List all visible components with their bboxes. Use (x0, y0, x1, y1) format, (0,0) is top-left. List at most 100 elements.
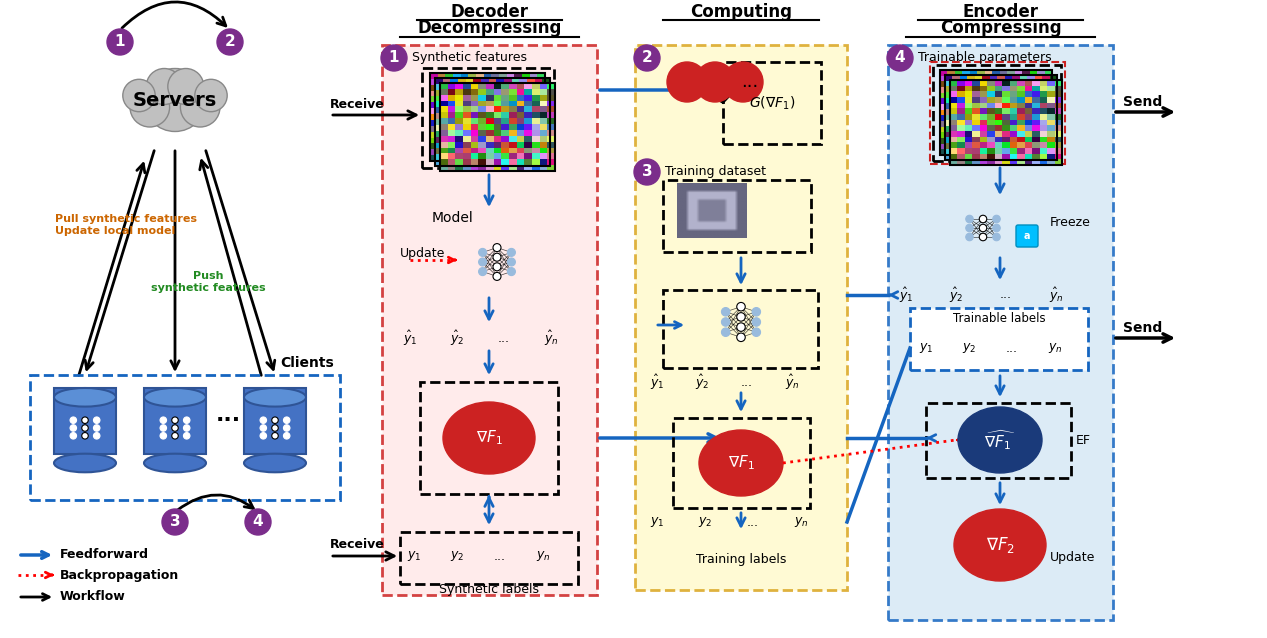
Text: Receive: Receive (329, 538, 385, 551)
Circle shape (70, 425, 76, 431)
Circle shape (993, 215, 1000, 223)
FancyBboxPatch shape (910, 308, 1088, 370)
FancyBboxPatch shape (1016, 225, 1038, 247)
Circle shape (94, 417, 100, 424)
Circle shape (70, 417, 76, 424)
Ellipse shape (443, 402, 535, 474)
FancyBboxPatch shape (888, 45, 1112, 620)
Text: Update: Update (1050, 551, 1096, 565)
Circle shape (721, 318, 730, 326)
Text: Clients: Clients (280, 356, 333, 370)
Circle shape (184, 417, 190, 424)
Text: ...: ... (498, 332, 511, 345)
Circle shape (753, 308, 760, 316)
Circle shape (753, 328, 760, 336)
Bar (435, 78, 550, 166)
Text: $y_2$: $y_2$ (698, 515, 712, 529)
Text: 2: 2 (641, 50, 653, 66)
Circle shape (131, 87, 170, 127)
Text: $y_n$: $y_n$ (536, 549, 550, 563)
Text: Pull synthetic features
Update local model: Pull synthetic features Update local mod… (54, 214, 196, 236)
Text: Trainable labels: Trainable labels (953, 311, 1045, 325)
Circle shape (184, 433, 190, 439)
Text: $\hat{y}_2$: $\hat{y}_2$ (949, 285, 963, 304)
Text: Freeze: Freeze (1050, 216, 1091, 228)
Text: ...: ... (1000, 288, 1012, 302)
Circle shape (381, 45, 407, 71)
Text: $y_1$: $y_1$ (650, 515, 664, 529)
Text: $\nabla F_2$: $\nabla F_2$ (986, 535, 1015, 555)
Circle shape (195, 79, 227, 112)
Text: Synthetic labels: Synthetic labels (438, 584, 538, 597)
Circle shape (260, 433, 266, 439)
Text: $\hat{y}_2$: $\hat{y}_2$ (694, 373, 710, 392)
Circle shape (162, 509, 188, 535)
Text: 3: 3 (170, 514, 180, 530)
Text: ...: ... (215, 405, 241, 425)
Circle shape (479, 258, 487, 266)
Circle shape (271, 425, 279, 431)
Ellipse shape (54, 454, 117, 472)
Circle shape (736, 302, 745, 311)
Text: ...: ... (1006, 341, 1017, 355)
Circle shape (167, 68, 204, 105)
Circle shape (736, 333, 745, 341)
Text: $\hat{y}_n$: $\hat{y}_n$ (1049, 285, 1063, 304)
Text: Servers: Servers (133, 91, 217, 110)
Text: $y_1$: $y_1$ (919, 341, 934, 355)
Text: Push
synthetic features: Push synthetic features (151, 271, 265, 293)
Text: Decoder: Decoder (451, 3, 528, 21)
FancyBboxPatch shape (54, 388, 117, 454)
Text: Feedforward: Feedforward (60, 549, 150, 561)
Circle shape (94, 433, 100, 439)
Text: Synthetic features: Synthetic features (412, 52, 527, 64)
Circle shape (723, 62, 763, 102)
Text: Send: Send (1123, 95, 1162, 109)
Text: 1: 1 (389, 50, 399, 66)
FancyBboxPatch shape (245, 388, 307, 454)
Text: 2: 2 (224, 34, 236, 50)
Circle shape (172, 433, 179, 439)
Text: Trainable parameters: Trainable parameters (919, 52, 1052, 64)
Text: $y_2$: $y_2$ (450, 549, 464, 563)
Ellipse shape (245, 454, 307, 472)
Circle shape (979, 224, 987, 232)
Text: $y_n$: $y_n$ (1048, 341, 1062, 355)
Circle shape (493, 272, 500, 280)
Bar (940, 70, 1052, 155)
Text: Model: Model (432, 211, 474, 225)
Circle shape (887, 45, 914, 71)
Circle shape (721, 328, 730, 336)
Text: $\hat{y}_1$: $\hat{y}_1$ (403, 329, 417, 348)
Text: $G(\nabla F_1)$: $G(\nabla F_1)$ (749, 94, 796, 112)
Text: Encoder: Encoder (963, 3, 1039, 21)
Circle shape (180, 87, 220, 127)
Text: Workflow: Workflow (60, 591, 125, 604)
Circle shape (82, 425, 89, 431)
Circle shape (634, 159, 660, 185)
Circle shape (507, 248, 516, 256)
Circle shape (634, 45, 660, 71)
Text: 3: 3 (641, 165, 653, 179)
Text: Training labels: Training labels (696, 554, 787, 567)
Circle shape (979, 234, 987, 241)
Circle shape (82, 417, 89, 424)
Text: $\widehat{\nabla F_1}$: $\widehat{\nabla F_1}$ (984, 428, 1016, 452)
Text: $\hat{y}_1$: $\hat{y}_1$ (898, 285, 914, 304)
Circle shape (993, 224, 1000, 232)
Circle shape (70, 433, 76, 439)
Text: $\hat{y}_2$: $\hat{y}_2$ (450, 329, 464, 348)
Circle shape (217, 29, 243, 55)
Text: a: a (1024, 231, 1030, 241)
Circle shape (245, 509, 271, 535)
Ellipse shape (144, 454, 207, 472)
Text: ...: ... (748, 516, 759, 528)
Circle shape (172, 417, 179, 424)
Ellipse shape (144, 388, 207, 406)
Circle shape (479, 248, 487, 256)
Circle shape (271, 433, 279, 439)
Ellipse shape (954, 509, 1047, 581)
Text: 1: 1 (115, 34, 125, 50)
Circle shape (965, 224, 973, 232)
Circle shape (493, 244, 500, 251)
